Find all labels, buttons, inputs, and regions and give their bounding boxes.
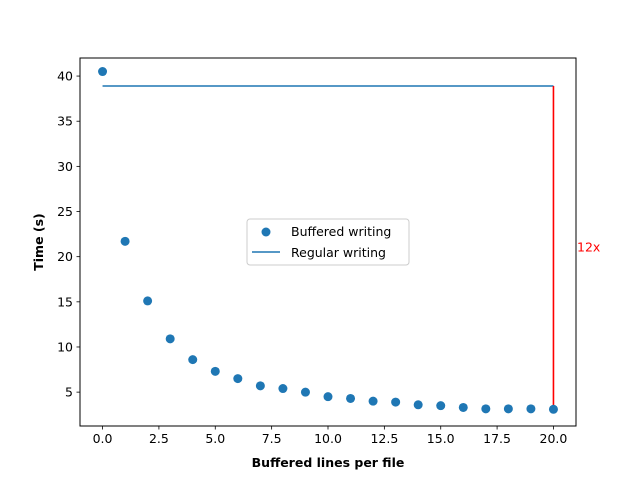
y-tick-label: 25 bbox=[57, 204, 73, 219]
buffered-writing-point bbox=[165, 334, 175, 344]
y-tick-label: 15 bbox=[57, 294, 73, 309]
legend-label-regular: Regular writing bbox=[291, 245, 386, 260]
x-tick-label: 10.0 bbox=[314, 431, 342, 446]
legend: Buffered writing Regular writing bbox=[246, 218, 410, 266]
x-tick-label: 0.0 bbox=[93, 431, 113, 446]
plot-content: 12x bbox=[98, 67, 600, 414]
annotation-12x-label: 12x bbox=[577, 240, 600, 255]
buffered-writing-point bbox=[210, 366, 220, 376]
buffered-writing-point bbox=[255, 381, 265, 391]
legend-box bbox=[246, 218, 410, 266]
buffered-writing-point bbox=[143, 296, 153, 306]
y-tick-label: 30 bbox=[57, 159, 73, 174]
y-axis-label: Time (s) bbox=[31, 213, 46, 271]
y-tick-label: 5 bbox=[65, 385, 73, 400]
x-tick-label: 5.0 bbox=[205, 431, 225, 446]
x-tick-label: 15.0 bbox=[427, 431, 455, 446]
y-tick-label: 10 bbox=[57, 339, 73, 354]
buffered-writing-point bbox=[481, 404, 491, 414]
buffered-writing-point bbox=[503, 404, 513, 414]
buffered-writing-point bbox=[436, 401, 446, 411]
buffered-writing-point bbox=[233, 374, 243, 384]
x-tick-label: 2.5 bbox=[149, 431, 169, 446]
buffered-writing-point bbox=[300, 387, 310, 397]
x-tick-label: 7.5 bbox=[262, 431, 282, 446]
legend-label-buffered: Buffered writing bbox=[291, 224, 391, 239]
buffered-writing-point bbox=[346, 393, 356, 403]
buffered-writing-point bbox=[323, 392, 333, 402]
buffered-writing-point bbox=[120, 236, 130, 246]
x-tick-label: 17.5 bbox=[483, 431, 511, 446]
buffered-writing-point bbox=[98, 67, 108, 77]
buffered-writing-point bbox=[391, 397, 401, 407]
y-tick-label: 20 bbox=[57, 249, 73, 264]
buffered-writing-point bbox=[368, 396, 378, 406]
buffered-writing-point bbox=[458, 402, 468, 412]
buffered-writing-point bbox=[188, 355, 198, 365]
buffered-writing-point bbox=[548, 404, 558, 414]
buffered-writing-point bbox=[278, 384, 288, 394]
x-axis-label: Buffered lines per file bbox=[252, 455, 405, 470]
legend-marker-buffered bbox=[261, 227, 271, 237]
x-axis-ticks: 0.0 2.5 5.0 7.5 10.0 12.5 15.0 17.5 20.0 bbox=[93, 426, 568, 446]
buffered-writing-point bbox=[526, 404, 536, 414]
buffered-writing-point bbox=[413, 400, 423, 410]
x-tick-label: 12.5 bbox=[370, 431, 398, 446]
y-axis-ticks: 5 10 15 20 25 30 35 40 bbox=[57, 69, 80, 400]
x-tick-label: 20.0 bbox=[540, 431, 568, 446]
y-tick-label: 35 bbox=[57, 114, 73, 129]
y-tick-label: 40 bbox=[57, 69, 73, 84]
